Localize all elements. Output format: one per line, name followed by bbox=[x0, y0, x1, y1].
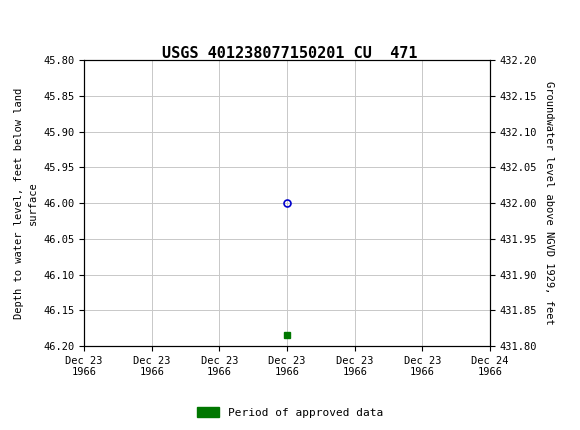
Y-axis label: Depth to water level, feet below land
surface: Depth to water level, feet below land su… bbox=[14, 88, 38, 319]
Legend: Period of approved data: Period of approved data bbox=[193, 403, 387, 422]
Y-axis label: Groundwater level above NGVD 1929, feet: Groundwater level above NGVD 1929, feet bbox=[544, 81, 554, 325]
Text: USGS 401238077150201 CU  471: USGS 401238077150201 CU 471 bbox=[162, 46, 418, 61]
Text: USGS: USGS bbox=[44, 12, 87, 29]
